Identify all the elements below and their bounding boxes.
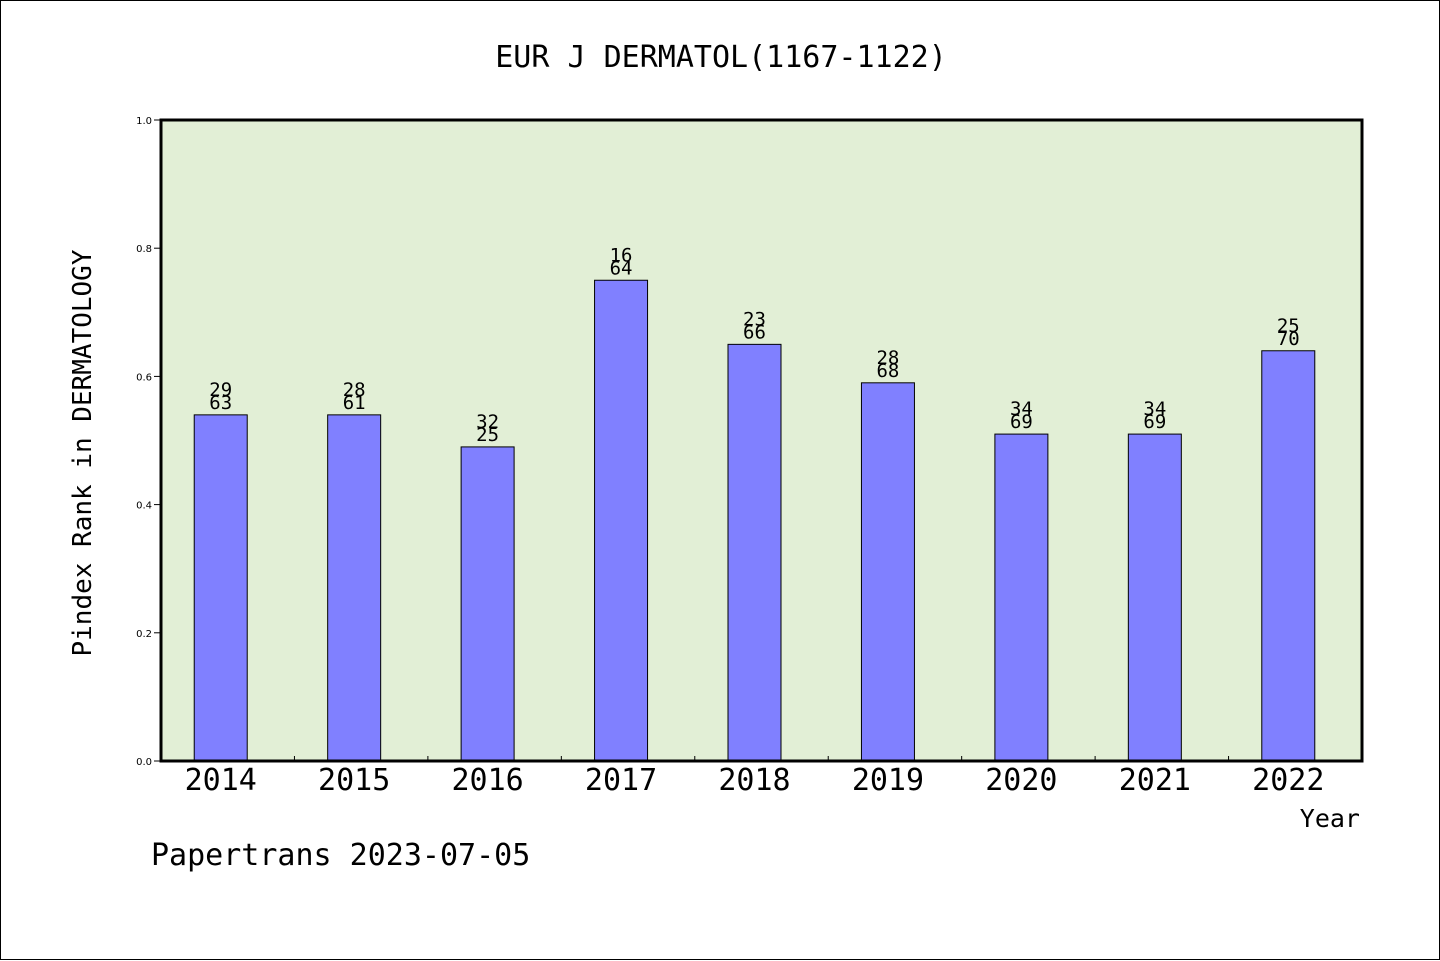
x-axis-label: Year (1300, 804, 1360, 833)
y-tick-label-0.2: 0.2 (136, 629, 152, 640)
bar-label-bottom-2021: 69 (1143, 411, 1166, 433)
bar-label-top-2020: 34 (1010, 398, 1033, 420)
x-tick-label-2015: 2015 (318, 763, 390, 798)
chart-title: EUR J DERMATOL(1167-1122) (495, 40, 947, 75)
plot-border (159, 118, 1364, 763)
footer-credit: Papertrans 2023-07-05 (151, 838, 530, 873)
x-tick-label-2018: 2018 (718, 763, 790, 798)
bar-label-bottom-2014: 63 (209, 392, 232, 414)
x-tick-label-2022: 2022 (1252, 763, 1324, 798)
x-tick-label-2021: 2021 (1119, 763, 1191, 798)
bar-label-top-2016: 32 (476, 411, 499, 433)
bar-2019 (860, 382, 915, 762)
y-tick-label-0.8: 0.8 (136, 244, 152, 255)
y-axis: 0.0 0.2 0.4 0.6 0.8 1.0 (136, 116, 161, 768)
bar-2014 (193, 414, 248, 762)
y-axis-label: Pindex Rank in DERMATOLOGY (68, 249, 98, 656)
bar-label-top-2021: 34 (1143, 398, 1166, 420)
bar-label-top-2019: 28 (876, 347, 899, 369)
bar-2021 (1127, 433, 1182, 762)
x-tick-label-2014: 2014 (185, 763, 257, 798)
bar-2016 (460, 446, 515, 762)
x-axis: 2014 2015 2016 2017 2018 2019 2020 2021 2022 (185, 756, 1324, 798)
x-tick-label-2016: 2016 (451, 763, 523, 798)
y-tick-label-0.4: 0.4 (136, 501, 152, 512)
bar-2018 (727, 343, 782, 762)
bar-label-top-2015: 28 (343, 379, 366, 401)
bar-label-bottom-2020: 69 (1010, 411, 1033, 433)
y-tick-label-0.0: 0.0 (136, 757, 152, 768)
bar-label-bottom-2022: 70 (1277, 328, 1300, 350)
y-tick-label-0.6: 0.6 (136, 372, 152, 383)
bars-group (193, 279, 1316, 762)
bar-label-bottom-2016: 25 (476, 424, 499, 446)
bar-2017 (594, 279, 649, 762)
y-tick-label-1.0: 1.0 (136, 116, 152, 127)
bar-label-top-2022: 25 (1277, 315, 1300, 337)
bar-label-bottom-2017: 64 (610, 257, 633, 279)
bar-label-bottom-2018: 66 (743, 321, 766, 343)
bar-2015 (327, 414, 382, 762)
bar-2022 (1261, 350, 1316, 762)
bar-2020 (994, 433, 1049, 762)
bar-label-bottom-2015: 61 (343, 392, 366, 414)
x-tick-label-2020: 2020 (985, 763, 1057, 798)
x-tick-label-2017: 2017 (585, 763, 657, 798)
x-tick-label-2019: 2019 (852, 763, 924, 798)
bar-label-top-2018: 23 (743, 308, 766, 330)
bar-label-top-2014: 29 (209, 379, 232, 401)
bar-label-bottom-2019: 68 (876, 360, 899, 382)
bar-label-top-2017: 16 (610, 244, 633, 266)
